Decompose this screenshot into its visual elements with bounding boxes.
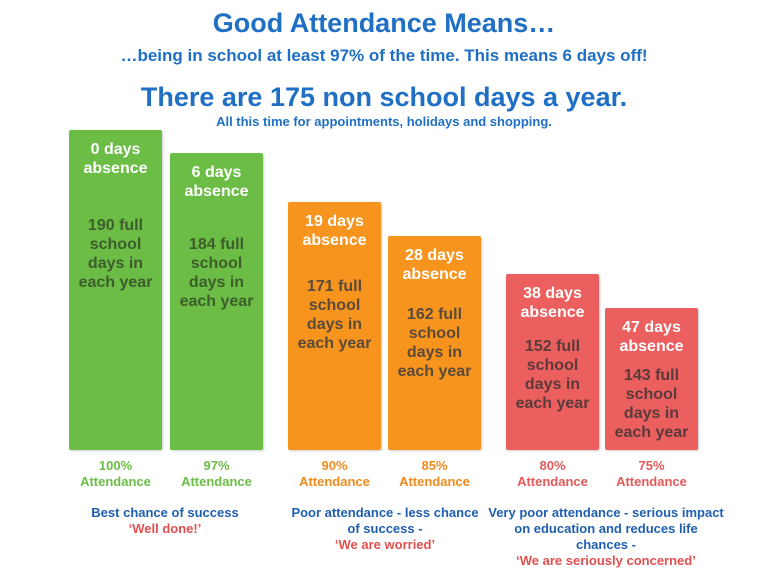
attendance-percent: 85% [421,458,448,473]
attendance-label: 90% Attendance [288,458,381,490]
attendance-percent: 80% [539,458,566,473]
attendance-percent: 97% [203,458,230,473]
attendance-label: 100% Attendance [69,458,162,490]
attendance-word: Attendance [80,474,151,489]
attendance-percent: 90% [321,458,348,473]
subtitle: …being in school at least 97% of the tim… [120,46,648,65]
absence-label: 6 days absence [184,163,249,200]
attendance-label: 85% Attendance [388,458,481,490]
school-days-label: 162 full school days in each year [397,306,472,381]
attendance-word: Attendance [399,474,470,489]
attendance-label: 80% Attendance [506,458,599,490]
school-days-label: 143 full school days in each year [614,367,689,441]
group-caption: Best chance of success ‘Well done!’ [70,505,260,537]
school-days-label: 184 full school days in each year [179,235,254,310]
attendance-label: 97% Attendance [170,458,263,490]
attendance-label: 75% Attendance [605,458,698,490]
bar-97: 6 days absence 184 full school days in ea… [170,152,263,450]
caption-text: Best chance of success [91,505,239,520]
caption-text: Poor attendance - less chance of success… [291,505,479,536]
bar-100: 0 days absence 190 full school days in ea… [69,130,162,450]
caption-quote: ‘We are seriously concerned’ [516,553,696,568]
caption-quote: ‘We are worried’ [334,537,436,552]
group-caption: Poor attendance - less chance of success… [290,505,480,553]
bar-90: 19 days absence 171 full school days in e… [288,201,381,450]
attendance-word: Attendance [181,474,252,489]
attendance-percent: 100% [98,458,133,473]
attendance-word: Attendance [517,474,588,489]
attendance-word: Attendance [616,474,687,489]
absence-label: 19 days absence [302,212,367,249]
school-days-label: 171 full school days in each year [297,277,372,352]
bar-85: 28 days absence 162 full school days in e… [388,236,481,450]
subheadline: All this time for appointments, holidays… [216,114,552,129]
title: Good Attendance Means… [212,8,556,38]
headline: There are 175 non school days a year. [140,82,628,112]
school-days-label: 190 full school days in each year [78,217,153,291]
bar-75: 47 days absence 143 full school days in e… [605,308,698,450]
group-caption: Very poor attendance - serious impact on… [488,505,724,569]
attendance-percent: 75% [638,458,665,473]
absence-label: 47 days absence [619,319,684,355]
school-days-label: 152 full school days in each year [515,337,590,412]
caption-quote: ‘Well done!’ [128,521,202,536]
absence-label: 38 days absence [520,284,585,321]
bar-80: 38 days absence 152 full school days in e… [506,273,599,450]
absence-label: 0 days absence [83,141,148,177]
attendance-word: Attendance [299,474,370,489]
absence-label: 28 days absence [402,247,467,284]
caption-text: Very poor attendance - serious impact on… [488,505,724,552]
